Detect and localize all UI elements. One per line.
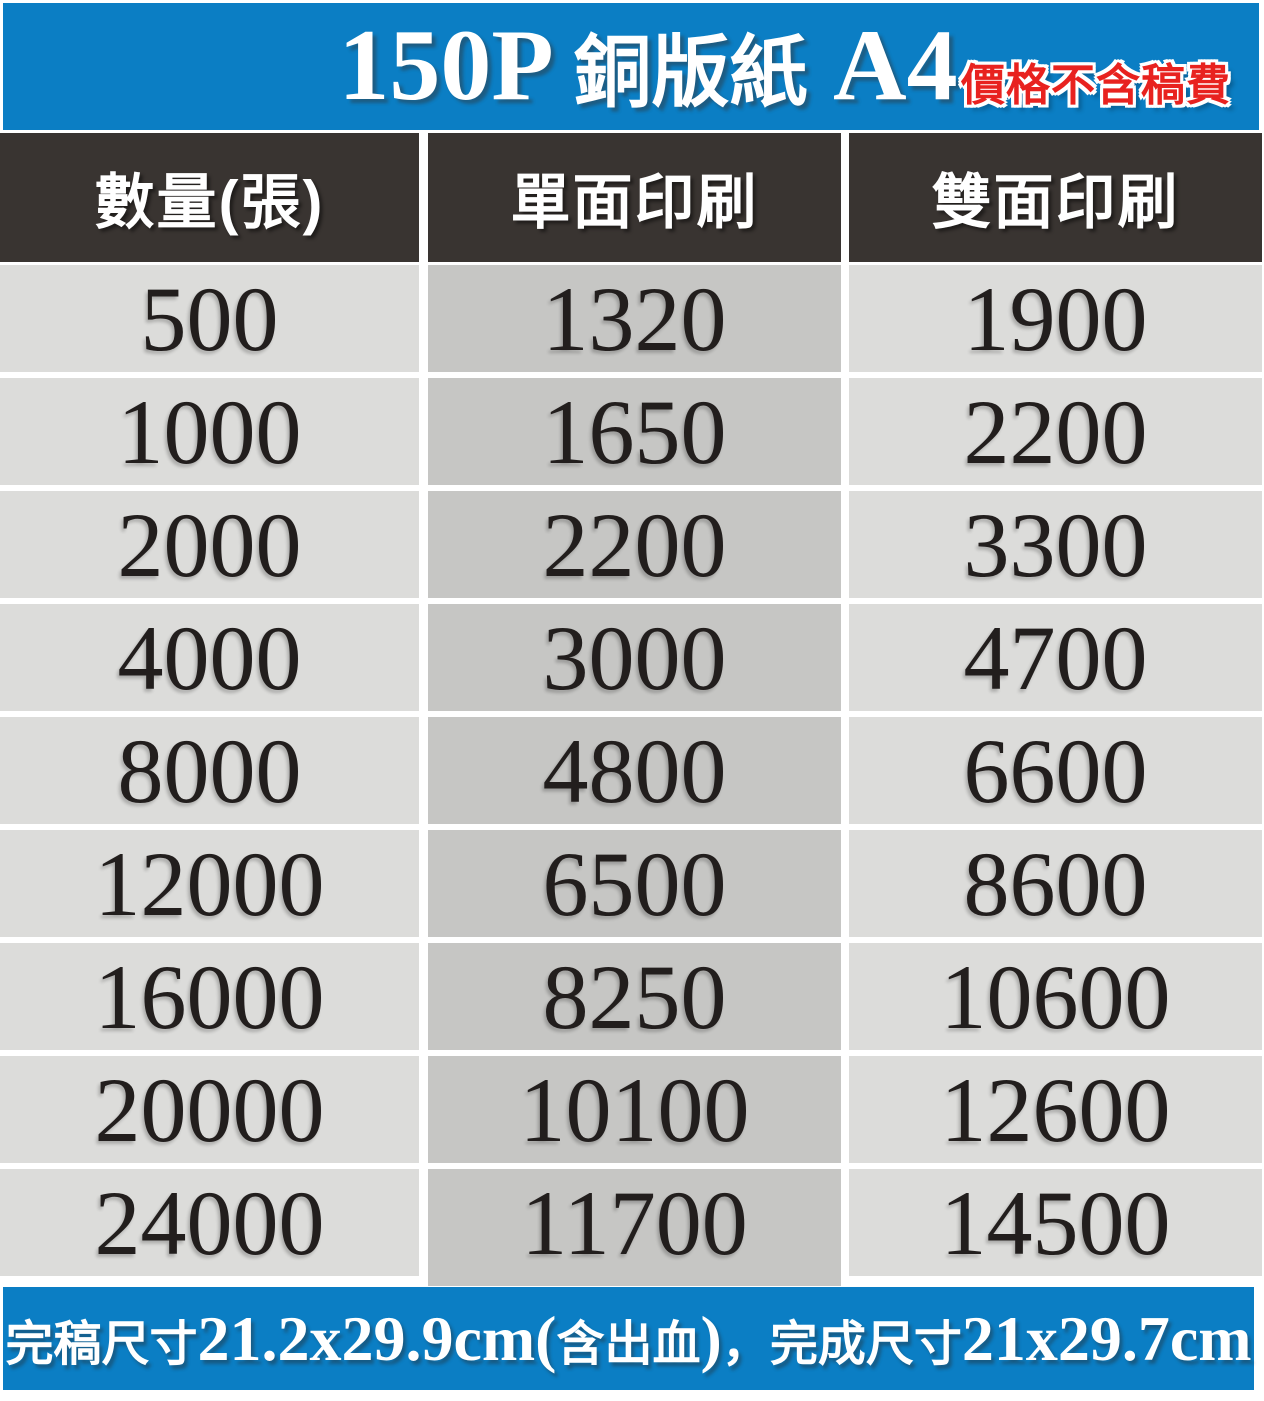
- double-sided-price-cell: 1900: [849, 265, 1262, 372]
- double-sided-price-cell: 4700: [849, 604, 1262, 711]
- table-header-row: 數量(張) 單面印刷 雙面印刷: [0, 133, 1264, 262]
- footer-note: 完稿尺寸21.2x29.9cm(含出血)，完成尺寸21x29.7cm: [5, 1303, 1252, 1374]
- price-table: 500 1320 1900 1000 1650 2200 2000 2200 3…: [0, 265, 1264, 1282]
- column-header-double-sided: 雙面印刷: [849, 133, 1262, 262]
- single-sided-price-cell: 4800: [428, 717, 841, 824]
- quantity-cell: 20000: [0, 1056, 419, 1163]
- double-sided-price-cell: 2200: [849, 378, 1262, 485]
- double-sided-price-cell: 6600: [849, 717, 1262, 824]
- single-sided-price-cell: 10100: [428, 1056, 841, 1163]
- double-sided-price-cell: 3300: [849, 491, 1262, 598]
- mid-column-tail: [428, 1276, 841, 1286]
- table-row: 500 1320 1900: [0, 265, 1264, 372]
- single-sided-price-cell: 8250: [428, 943, 841, 1050]
- double-sided-price-cell: 10600: [849, 943, 1262, 1050]
- single-sided-price-cell: 11700: [428, 1169, 841, 1276]
- double-sided-price-cell: 12600: [849, 1056, 1262, 1163]
- quantity-cell: 1000: [0, 378, 419, 485]
- single-sided-price-cell: 2200: [428, 491, 841, 598]
- table-row: 4000 3000 4700: [0, 604, 1264, 711]
- quantity-cell: 16000: [0, 943, 419, 1050]
- page-title: 150P 銅版紙 A4: [338, 9, 958, 122]
- column-header-single-sided: 單面印刷: [428, 133, 841, 262]
- table-row: 12000 6500 8600: [0, 830, 1264, 937]
- header-band: 150P 銅版紙 A4 價格不含稿費: [3, 3, 1259, 130]
- single-sided-price-cell: 1320: [428, 265, 841, 372]
- quantity-cell: 2000: [0, 491, 419, 598]
- table-row: 8000 4800 6600: [0, 717, 1264, 824]
- table-row: 24000 11700 14500: [0, 1169, 1264, 1276]
- table-row: 16000 8250 10600: [0, 943, 1264, 1050]
- table-row: 1000 1650 2200: [0, 378, 1264, 485]
- quantity-cell: 24000: [0, 1169, 419, 1276]
- quantity-cell: 8000: [0, 717, 419, 824]
- table-row: 2000 2200 3300: [0, 491, 1264, 598]
- quantity-cell: 12000: [0, 830, 419, 937]
- double-sided-price-cell: 14500: [849, 1169, 1262, 1276]
- column-header-quantity: 數量(張): [0, 133, 419, 262]
- quantity-cell: 500: [0, 265, 419, 372]
- price-note: 價格不含稿費: [961, 61, 1231, 110]
- double-sided-price-cell: 8600: [849, 830, 1262, 937]
- quantity-cell: 4000: [0, 604, 419, 711]
- single-sided-price-cell: 1650: [428, 378, 841, 485]
- table-row: 20000 10100 12600: [0, 1056, 1264, 1163]
- footer-band: 完稿尺寸21.2x29.9cm(含出血)，完成尺寸21x29.7cm: [3, 1287, 1254, 1390]
- single-sided-price-cell: 6500: [428, 830, 841, 937]
- single-sided-price-cell: 3000: [428, 604, 841, 711]
